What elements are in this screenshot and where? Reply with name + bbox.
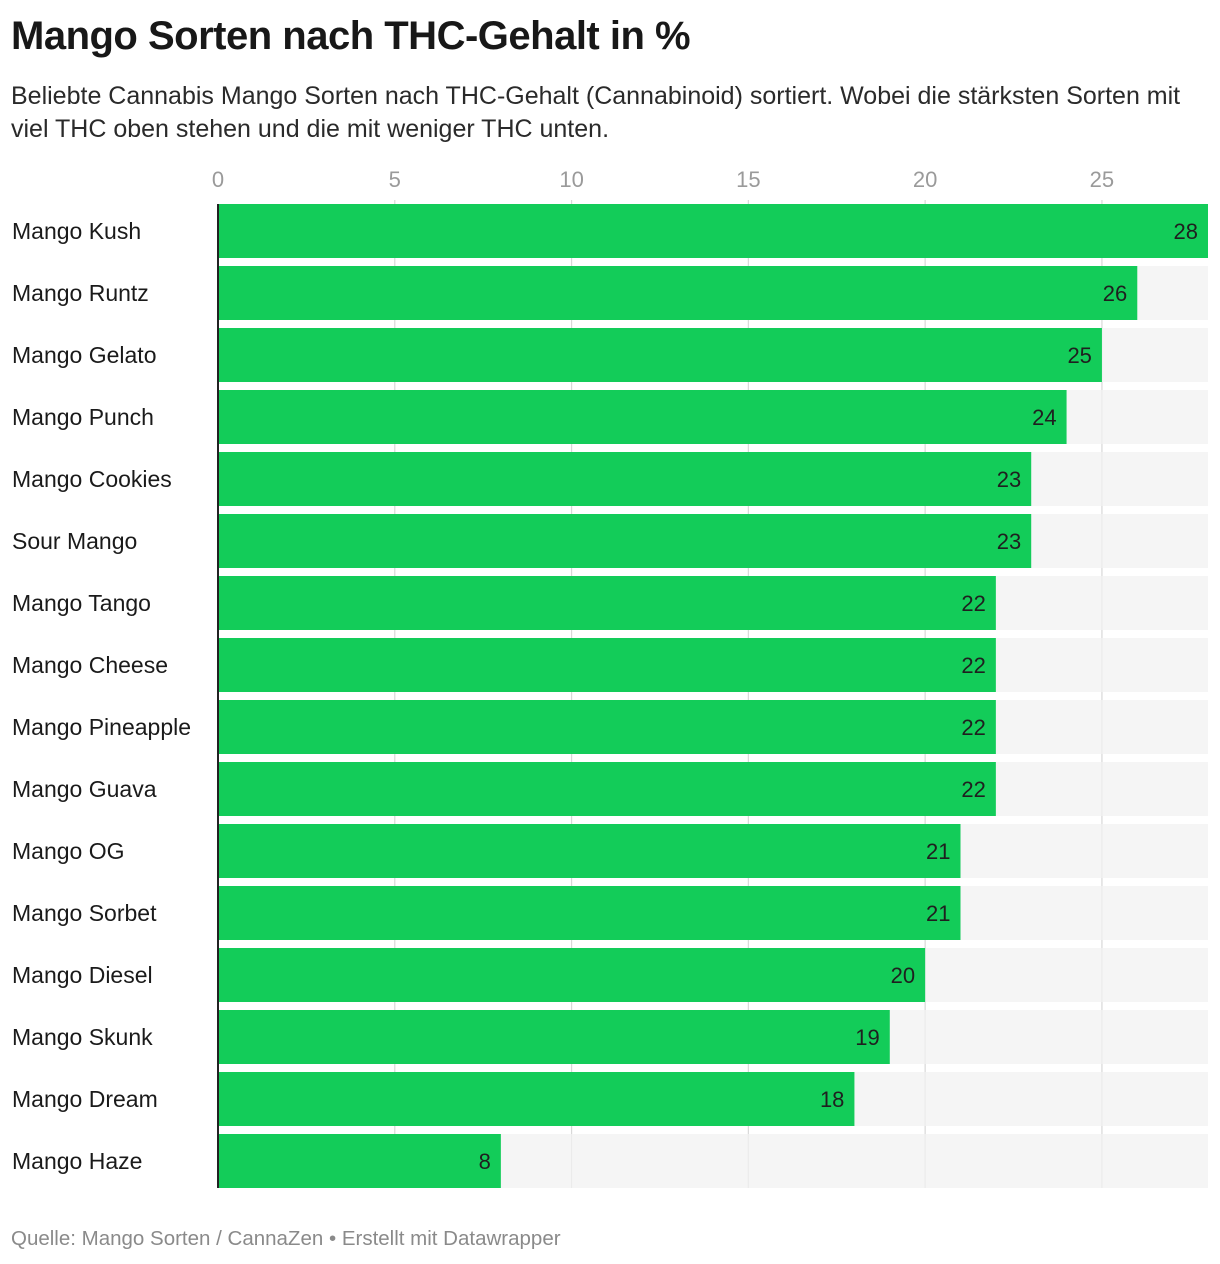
category-labels: Mango Kush Mango Runtz Mango Gelato Mango P… bbox=[12, 218, 191, 1174]
value-label: 8 bbox=[479, 1149, 491, 1174]
category-label: Mango Skunk bbox=[12, 1024, 153, 1050]
bar-chart: 0 5 10 15 20 25 Mango Kush Mango Runtz Mango Ge… bbox=[12, 167, 1208, 1188]
bar-mango-runtz bbox=[218, 266, 1138, 320]
bars bbox=[218, 204, 1208, 1188]
category-label: Mango Guava bbox=[12, 776, 157, 802]
bar-mango-tango bbox=[218, 576, 996, 630]
bar-mango-guava bbox=[218, 762, 996, 816]
value-label: 20 bbox=[891, 963, 915, 988]
value-labels: 28 26 25 24 23 23 22 22 22 22 21 21 20 19 18 8 bbox=[479, 219, 1198, 1174]
bar-sour-mango bbox=[218, 514, 1032, 568]
category-label: Mango Cheese bbox=[12, 652, 168, 678]
bar-mango-cheese bbox=[218, 638, 996, 692]
category-label: Mango Pineapple bbox=[12, 714, 191, 740]
value-label: 28 bbox=[1174, 219, 1198, 244]
value-label: 22 bbox=[961, 591, 985, 616]
x-axis-ticks: 0 5 10 15 20 25 bbox=[212, 167, 1114, 192]
x-tick-label-15: 15 bbox=[736, 167, 760, 192]
bar-mango-skunk bbox=[218, 1010, 890, 1064]
category-label: Mango Sorbet bbox=[12, 900, 157, 926]
value-label: 19 bbox=[855, 1025, 879, 1050]
x-tick-label-0: 0 bbox=[212, 167, 224, 192]
value-label: 23 bbox=[997, 529, 1021, 554]
value-label: 22 bbox=[961, 715, 985, 740]
value-label: 21 bbox=[926, 839, 950, 864]
category-label: Mango Dream bbox=[12, 1086, 158, 1112]
value-label: 26 bbox=[1103, 281, 1127, 306]
bar-mango-sorbet bbox=[218, 886, 961, 940]
x-tick-label-25: 25 bbox=[1090, 167, 1114, 192]
bar-mango-punch bbox=[218, 390, 1067, 444]
category-label: Mango Cookies bbox=[12, 466, 172, 492]
bar-mango-cookies bbox=[218, 452, 1032, 506]
bar-mango-haze bbox=[218, 1134, 501, 1188]
value-label: 24 bbox=[1032, 405, 1056, 430]
category-label: Mango Diesel bbox=[12, 962, 153, 988]
category-label: Mango Tango bbox=[12, 590, 151, 616]
value-label: 21 bbox=[926, 901, 950, 926]
bar-mango-diesel bbox=[218, 948, 926, 1002]
bar-mango-kush bbox=[218, 204, 1208, 258]
value-label: 25 bbox=[1067, 343, 1091, 368]
category-label: Mango Haze bbox=[12, 1148, 142, 1174]
bar-mango-dream bbox=[218, 1072, 855, 1126]
category-label: Mango Runtz bbox=[12, 280, 149, 306]
chart-subtitle: Beliebte Cannabis Mango Sorten nach THC-… bbox=[11, 82, 1181, 143]
bar-mango-gelato bbox=[218, 328, 1102, 382]
value-label: 22 bbox=[961, 777, 985, 802]
value-label: 22 bbox=[961, 653, 985, 678]
bar-mango-og bbox=[218, 824, 961, 878]
category-label: Mango Punch bbox=[12, 404, 154, 430]
value-label: 18 bbox=[820, 1087, 844, 1112]
source-footer: Quelle: Mango Sorten / CannaZen • Erstel… bbox=[11, 1227, 561, 1250]
category-label: Mango Gelato bbox=[12, 342, 156, 368]
bar-mango-pineapple bbox=[218, 700, 996, 754]
chart-title: Mango Sorten nach THC-Gehalt in % bbox=[11, 14, 691, 58]
x-tick-label-10: 10 bbox=[559, 167, 583, 192]
x-tick-label-5: 5 bbox=[389, 167, 401, 192]
value-label: 23 bbox=[997, 467, 1021, 492]
category-label: Mango OG bbox=[12, 838, 125, 864]
x-tick-label-20: 20 bbox=[913, 167, 937, 192]
category-label: Sour Mango bbox=[12, 528, 137, 554]
category-label: Mango Kush bbox=[12, 218, 141, 244]
